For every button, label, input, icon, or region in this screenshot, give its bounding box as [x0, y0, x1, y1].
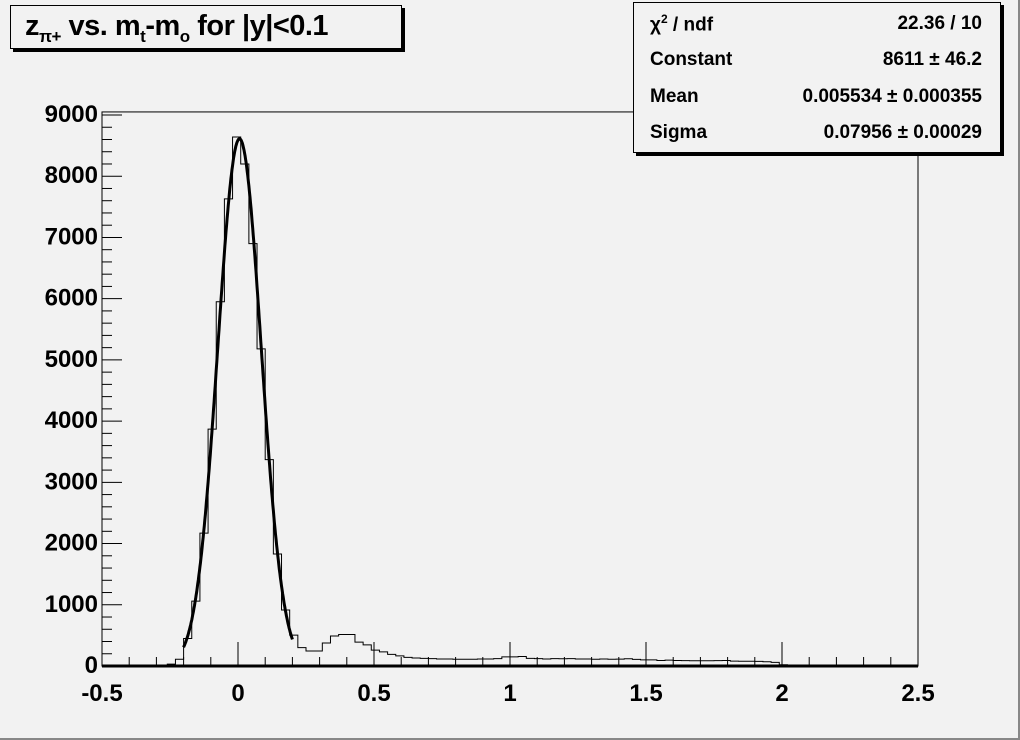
stats-value: 0.005534 ± 0.000355	[802, 86, 982, 107]
y-tick-label: 5000	[45, 346, 98, 373]
stats-row-sigma: Sigma 0.07956 ± 0.00029	[650, 118, 982, 148]
x-tick-label: 1.5	[629, 680, 662, 707]
stats-value: 0.07956 ± 0.00029	[823, 122, 982, 143]
y-tick-label: 4000	[45, 407, 98, 434]
histogram-bin	[339, 634, 347, 666]
histogram-bin	[355, 642, 363, 666]
stats-row-mean: Mean 0.005534 ± 0.000355	[650, 82, 982, 112]
chart-title: zπ+ vs. mt-mo for |y|<0.1	[25, 10, 329, 46]
y-tick-label: 2000	[45, 530, 98, 557]
histogram-bin	[314, 651, 322, 666]
gaussian-fit-curve	[182, 137, 294, 648]
title-box: zπ+ vs. mt-mo for |y|<0.1	[10, 5, 402, 49]
x-tick-label: 2	[775, 680, 788, 707]
stats-value: 8611 ± 46.2	[882, 49, 982, 70]
histogram-bin	[388, 654, 396, 666]
histogram-bin	[347, 634, 355, 666]
histogram-bin	[290, 635, 298, 666]
plot-frame	[101, 111, 919, 667]
stats-label: Mean	[650, 86, 699, 107]
histogram-bin	[371, 650, 379, 666]
histogram-bin	[241, 164, 249, 666]
x-tick-label: 0.5	[357, 680, 390, 707]
histogram-bin	[363, 645, 371, 666]
y-tick-label: 1000	[45, 591, 98, 618]
histogram-bin	[379, 652, 387, 666]
histogram-bin	[298, 648, 306, 666]
stats-row-constant: Constant 8611 ± 46.2	[650, 45, 982, 75]
y-tick-label: 0	[85, 652, 98, 679]
histogram-bin	[322, 643, 330, 666]
histogram-bin	[249, 244, 257, 666]
histogram-bin	[330, 636, 338, 666]
x-tick-label: 1	[503, 680, 516, 707]
y-tick-label: 3000	[45, 468, 98, 495]
x-tick-label: -0.5	[81, 680, 122, 707]
stats-value: 22.36 / 10	[897, 13, 982, 34]
x-tick-label: 0	[231, 680, 244, 707]
stats-label: χ2 / ndf	[650, 11, 714, 36]
y-tick-label: 9000	[45, 101, 98, 128]
y-tick-label: 8000	[45, 162, 98, 189]
stats-label: Constant	[650, 49, 733, 70]
x-tick-label: 2.5	[901, 680, 934, 707]
y-tick-label: 6000	[45, 285, 98, 312]
histogram-bin	[224, 199, 232, 666]
histogram-bin	[306, 651, 314, 666]
histogram-bin	[233, 137, 241, 666]
stats-row-chi2: χ2 / ndf 22.36 / 10	[650, 9, 982, 39]
histogram-bin	[396, 656, 404, 666]
stats-label: Sigma	[650, 122, 708, 143]
histogram-line	[102, 136, 918, 667]
fit-stats-box: χ2 / ndf 22.36 / 10 Constant 8611 ± 46.2…	[633, 2, 1001, 153]
y-tick-label: 7000	[45, 223, 98, 250]
